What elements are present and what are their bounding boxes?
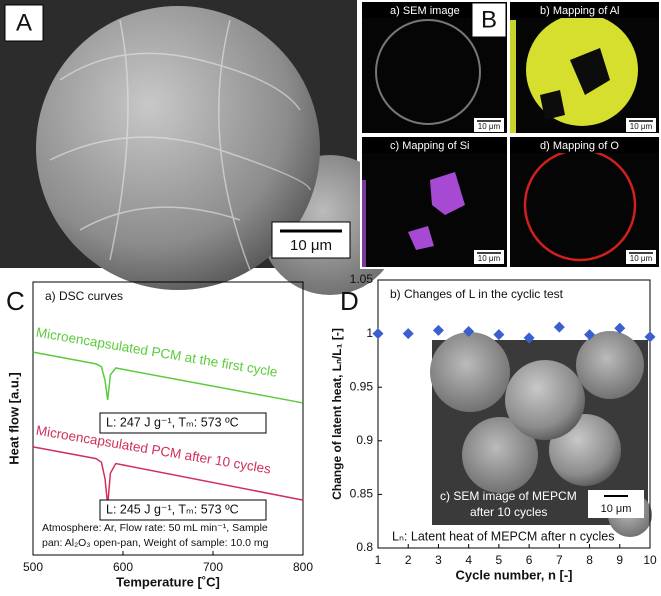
y-tick-label: 0.9: [356, 433, 373, 447]
si-map: [408, 172, 465, 250]
sub-title: a) SEM image: [390, 5, 460, 17]
y-axis-label: Heat flow [a.u.]: [6, 372, 21, 464]
data-point: [523, 332, 535, 344]
series-label: Microencapsulated PCM at the first cycle: [35, 325, 279, 380]
sem-texture: [49, 19, 311, 271]
sub-scale-bars: 10 μm 10 μm 10 μm 10 μm: [474, 118, 656, 264]
y-axis-label: Change of latent heat, Lₙ/L₁ [-]: [330, 328, 344, 500]
al-void: [540, 48, 610, 120]
y-tick-label: 0.85: [350, 487, 374, 501]
annotation: L: 247 J g⁻¹, Tₘ: 573 ºC: [106, 415, 239, 429]
y-tick-label: 1: [366, 326, 373, 340]
x-axis-label: Cycle number, n [-]: [455, 567, 572, 582]
scale-bar-label: 10 μm: [630, 122, 653, 131]
panel-b: a) SEM image b) Mapping of Al c) Mapping…: [360, 0, 661, 269]
annotation: Atmosphere: Ar, Flow rate: 50 mL min⁻¹, …: [42, 522, 268, 534]
sem-sphere: [430, 332, 510, 412]
sub-image: [510, 137, 659, 267]
sem-sphere: [462, 417, 538, 493]
sub-title: c) Mapping of Si: [390, 140, 469, 152]
x-tick-label: 5: [496, 553, 503, 567]
panel-label: D: [340, 286, 359, 316]
y-tick-label: 0.95: [350, 379, 374, 393]
data-line: [32, 446, 304, 506]
inset-caption: after 10 cycles: [470, 505, 547, 519]
scale-bar-label: 10 μm: [290, 237, 332, 254]
data-point: [584, 329, 596, 341]
x-tick-label: 9: [616, 553, 623, 567]
x-tick-label: 4: [465, 553, 472, 567]
sub-header: [510, 2, 659, 18]
plot-frame: [377, 279, 651, 549]
sub-header: [362, 2, 507, 18]
x-tick-label: 500: [23, 560, 43, 574]
x-tick-label: 1: [375, 553, 382, 567]
data-point: [614, 322, 626, 334]
chart-title: a) DSC curves: [45, 289, 123, 303]
x-tick-label: 6: [526, 553, 533, 567]
annotation-box: [99, 499, 267, 521]
data-point: [432, 324, 444, 336]
x-tick-label: 10: [643, 553, 657, 567]
data-point: [402, 328, 414, 340]
panel-label: C: [6, 286, 25, 316]
data-point: [644, 331, 656, 343]
x-tick-label: 800: [293, 560, 313, 574]
data-point: [493, 329, 505, 341]
panel-label-box: [4, 4, 44, 42]
x-tick-label: 3: [435, 553, 442, 567]
data-line: [32, 351, 304, 404]
scale-bar-label: 10 μm: [478, 254, 501, 263]
sub-title: d) Mapping of O: [540, 140, 619, 152]
sub-header: [510, 137, 659, 153]
panel-a: A 10 μm: [0, 0, 400, 295]
note: Lₙ: Latent heat of MEPCM after n cycles: [392, 529, 614, 543]
plot-frame: [32, 281, 304, 556]
data-point: [463, 325, 475, 337]
x-tick-label: 7: [556, 553, 563, 567]
sem-sphere: [505, 360, 585, 440]
sem-sphere: [36, 6, 320, 290]
panel-label: A: [16, 9, 32, 36]
sem-sphere: [576, 331, 644, 399]
annotation-box: [99, 412, 267, 434]
x-axis-label: Temperature [˚C]: [116, 574, 220, 589]
sub-title: b) Mapping of Al: [540, 5, 620, 17]
x-tick-label: 600: [113, 560, 133, 574]
chart-title: b) Changes of L in the cyclic test: [390, 287, 564, 301]
scale-bar-label: 10 μm: [630, 254, 653, 263]
scale-bar-label: 10 μm: [478, 122, 501, 131]
scale-bar-box: [588, 490, 644, 518]
sem-outline: [375, 19, 481, 125]
data-point: [372, 328, 384, 340]
x-tick-label: 2: [405, 553, 412, 567]
scale-bar-box: [271, 221, 351, 259]
x-tick-label: 700: [203, 560, 223, 574]
annotation: L: 245 J g⁻¹, Tₘ: 573 ºC: [106, 502, 239, 516]
x-tick-label: 8: [586, 553, 593, 567]
annotation: pan: Al₂O₃ open-pan, Weight of sample: 1…: [42, 537, 269, 549]
al-edge: [510, 20, 516, 133]
panel-label: B: [481, 6, 497, 33]
inset-caption: c) SEM image of MEPCM: [440, 489, 577, 503]
data-point: [553, 321, 565, 333]
panel-label-box: [471, 2, 507, 38]
scale-bar-label: 10 μm: [601, 503, 632, 515]
sub-header: [362, 137, 507, 153]
y-tick-label: 0.8: [356, 540, 373, 554]
y-tick-label: 1.05: [350, 272, 374, 286]
si-edge: [362, 180, 366, 267]
